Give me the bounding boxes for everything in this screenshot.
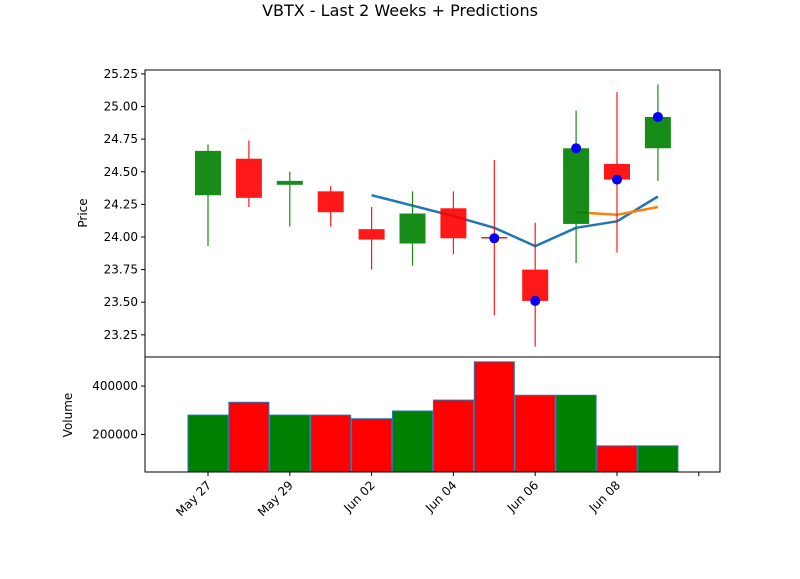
candle-body: [358, 229, 385, 240]
price-y-tick-label: 23.25: [104, 328, 138, 342]
volume-bar: [596, 445, 638, 473]
volume-plot-frame: [144, 356, 721, 473]
volume-y-axis: 200000 400000: [92, 379, 145, 441]
price-y-axis: 23.25 23.50 23.75 24.00 24.25 24.50 24.75 25.00…: [104, 67, 145, 342]
x-axis: May 27 May 29 Jun 02 Jun 04 Jun 06 Jun 08: [173, 472, 700, 519]
volume-bar: [269, 414, 311, 473]
price-y-tick-label: 24.75: [104, 132, 138, 146]
candle-body: [563, 148, 590, 224]
candle: [563, 110, 590, 264]
price-plot-area: [145, 70, 720, 357]
volume-bar: [473, 361, 515, 473]
candle: [195, 144, 221, 247]
price-y-tick-label: 25.00: [104, 100, 138, 114]
candle-body: [440, 208, 467, 239]
volume-y-tick-label: 200000: [92, 427, 138, 441]
x-tick-label: May 27: [173, 478, 214, 519]
candle: [399, 191, 426, 266]
close-markers: [489, 111, 663, 306]
candle-body: [644, 116, 671, 149]
candle-body: [235, 158, 262, 198]
candle: [358, 206, 385, 270]
candle: [644, 84, 671, 181]
candle: [276, 171, 303, 227]
price-y-tick-label: 23.50: [104, 295, 138, 309]
close-marker: [530, 295, 541, 306]
volume-y-axis-label: Volume: [61, 393, 75, 438]
price-y-axis-label: Price: [76, 198, 90, 227]
volume-bar: [432, 399, 474, 473]
x-tick-label: Jun 06: [504, 478, 541, 515]
close-marker: [489, 233, 500, 244]
volume-panel: 200000 400000 Volume: [61, 356, 721, 473]
price-y-tick-label: 25.25: [104, 67, 138, 81]
candle-body: [399, 213, 426, 244]
volume-bars: [187, 361, 679, 473]
x-tick-label: May 29: [255, 478, 296, 519]
price-panel: 23.25 23.50 23.75 24.00 24.25 24.50 24.75 25.00…: [76, 67, 721, 358]
candle-body: [317, 191, 344, 213]
chart-title: VBTX - Last 2 Weeks + Predictions: [262, 1, 538, 20]
volume-bar: [637, 445, 679, 473]
volume-bar: [310, 414, 352, 473]
x-tick-label: Jun 04: [422, 478, 459, 515]
x-tick-label: Jun 08: [586, 478, 623, 515]
volume-bar: [555, 394, 597, 473]
candle-body: [522, 269, 549, 301]
volume-bar: [351, 418, 393, 473]
price-y-tick-label: 24.00: [104, 230, 138, 244]
candle: [440, 191, 467, 254]
candle: [522, 222, 549, 347]
candle-body: [276, 180, 303, 185]
price-y-tick-label: 24.50: [104, 165, 138, 179]
volume-bar: [392, 410, 433, 473]
volume-y-tick-label: 400000: [92, 379, 138, 393]
volume-bar: [514, 394, 556, 473]
volume-bar: [228, 401, 270, 473]
candle-body: [195, 150, 221, 196]
x-tick-label: Jun 02: [340, 478, 377, 515]
close-marker: [652, 111, 663, 122]
close-marker: [571, 143, 582, 154]
candle: [317, 186, 344, 227]
price-y-tick-label: 24.25: [104, 197, 138, 211]
candle-body: [604, 163, 630, 180]
price-y-tick-label: 23.75: [104, 263, 138, 277]
candle: [604, 92, 630, 253]
volume-bar: [187, 414, 229, 473]
close-marker: [612, 174, 622, 185]
candlesticks: [195, 84, 671, 347]
candle: [235, 140, 262, 207]
